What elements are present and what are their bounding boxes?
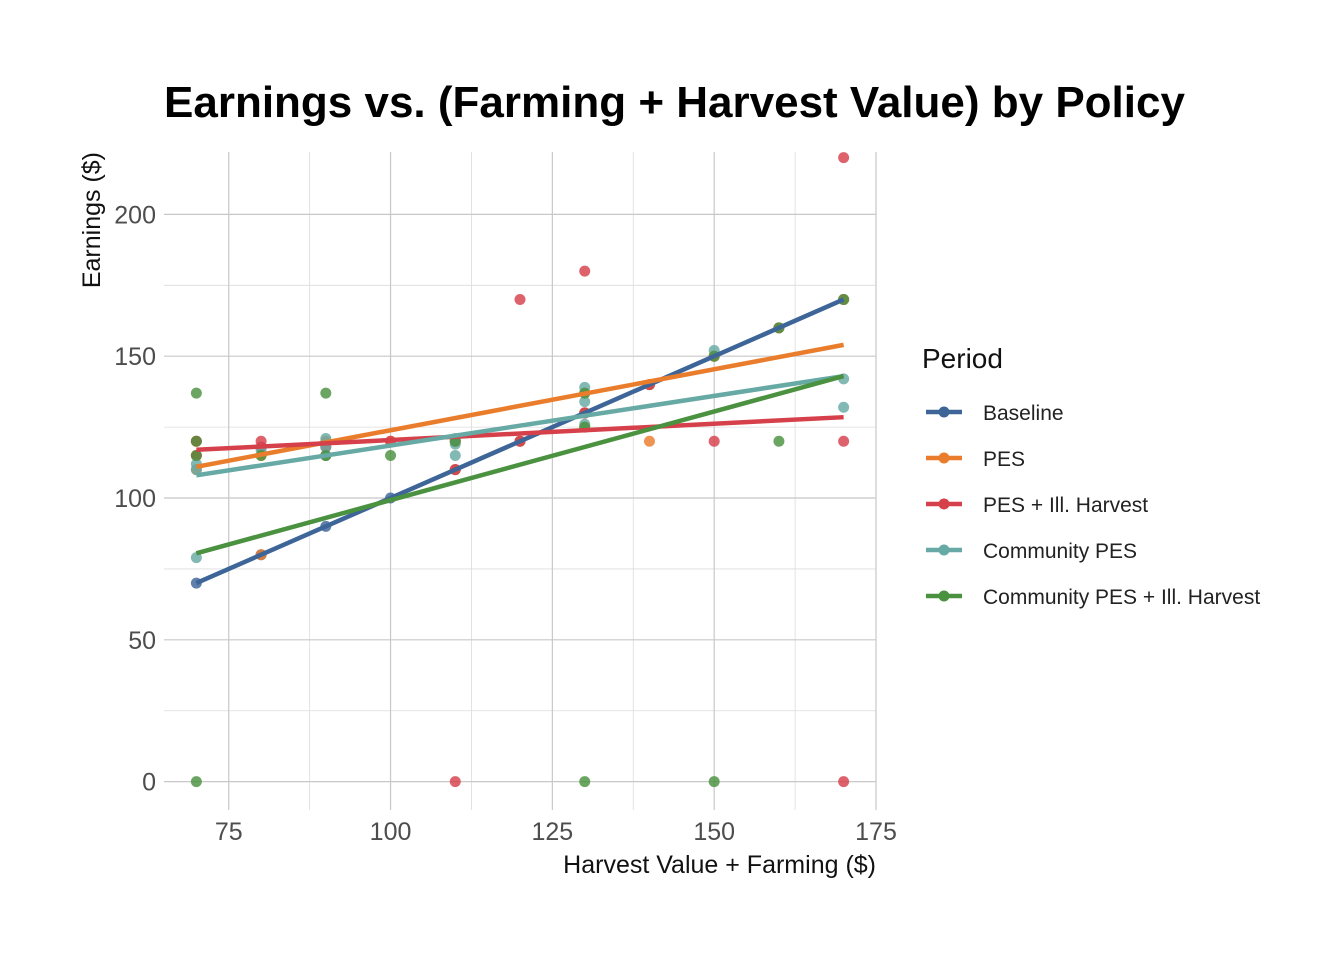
data-point <box>579 265 591 277</box>
legend-item: Community PES <box>926 540 1137 563</box>
data-point <box>838 401 850 413</box>
x-tick-label: 125 <box>532 818 574 846</box>
data-point <box>838 776 850 788</box>
data-point <box>255 435 267 447</box>
legend-item: Community PES + Ill. Harvest <box>926 586 1260 609</box>
x-tick-label: 100 <box>370 818 412 846</box>
data-point <box>190 387 202 399</box>
legend-item: PES <box>926 448 1025 471</box>
data-point <box>190 776 202 788</box>
fit-line <box>196 414 844 453</box>
data-point <box>385 449 397 461</box>
legend-label: Community PES + Ill. Harvest <box>983 586 1260 609</box>
fit-line <box>195 373 845 556</box>
x-tick-label: 75 <box>215 818 243 846</box>
legend-key-point <box>938 452 950 464</box>
legend-label: PES <box>983 448 1025 471</box>
legend-key-point <box>938 544 950 556</box>
legend-key-point <box>938 406 950 418</box>
legend-item: PES + Ill. Harvest <box>926 494 1148 517</box>
y-axis-title: Earnings ($) <box>78 152 106 288</box>
x-tick-label: 175 <box>855 818 897 846</box>
fit-line <box>195 342 845 470</box>
data-point <box>708 776 720 788</box>
data-point <box>190 449 202 461</box>
legend-item: Baseline <box>926 402 1064 425</box>
fit-line <box>196 373 844 478</box>
y-tick-label: 200 <box>114 201 156 229</box>
data-point <box>579 776 591 788</box>
x-axis-ticks: 75 100 125 150 175 <box>215 818 897 846</box>
data-point <box>514 293 526 305</box>
data-point <box>708 435 720 447</box>
legend-label: PES + Ill. Harvest <box>983 494 1148 517</box>
data-point <box>838 435 850 447</box>
y-axis-ticks: 0 50 100 150 200 <box>114 201 156 796</box>
legend-key-point <box>938 498 950 510</box>
legend-label: Baseline <box>983 402 1064 425</box>
data-point <box>579 396 591 408</box>
data-point <box>449 776 461 788</box>
y-tick-label: 0 <box>142 769 156 797</box>
fit-line <box>195 297 845 586</box>
chart-title: Earnings vs. (Farming + Harvest Value) b… <box>164 78 1185 127</box>
y-tick-label: 100 <box>114 485 156 513</box>
legend-key-point <box>938 590 950 602</box>
y-tick-label: 50 <box>128 627 156 655</box>
data-point <box>838 152 850 164</box>
fit-lines <box>195 297 845 586</box>
x-axis-title: Harvest Value + Farming ($) <box>563 851 876 879</box>
data-point <box>320 387 332 399</box>
x-tick-label: 150 <box>693 818 735 846</box>
data-point <box>773 435 785 447</box>
data-points <box>190 152 850 788</box>
data-point <box>643 435 655 447</box>
y-tick-label: 150 <box>114 343 156 371</box>
legend-label: Community PES <box>983 540 1137 563</box>
legend: Period Baseline PES PES + Ill. Harvest Comm… <box>922 343 1260 609</box>
legend-title: Period <box>922 343 1003 374</box>
grid <box>164 152 877 810</box>
data-point <box>190 435 202 447</box>
data-point <box>449 449 461 461</box>
